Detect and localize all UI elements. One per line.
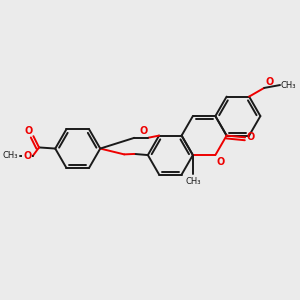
Text: O: O (23, 151, 31, 161)
Text: CH₃: CH₃ (185, 176, 201, 185)
Text: O: O (217, 157, 225, 167)
Text: CH₃: CH₃ (280, 81, 296, 90)
Text: CH₃: CH₃ (2, 152, 18, 160)
Text: O: O (247, 132, 255, 142)
Text: O: O (139, 126, 147, 136)
Text: O: O (265, 77, 273, 87)
Text: O: O (24, 126, 32, 136)
